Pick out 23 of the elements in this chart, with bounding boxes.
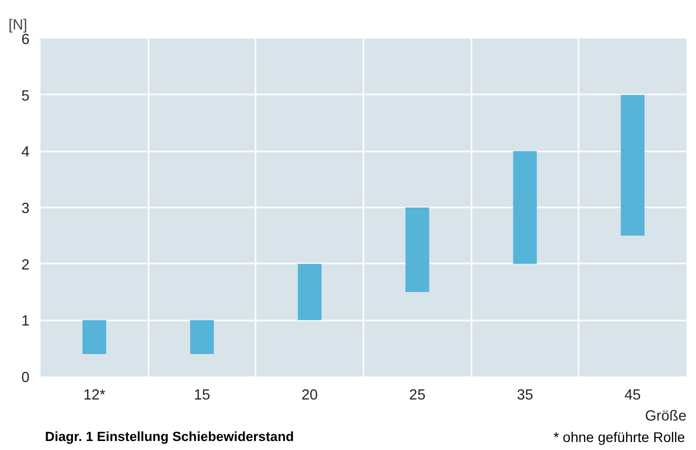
x-tick-label: 35 <box>516 388 534 404</box>
x-tick-label: 20 <box>302 388 318 404</box>
y-tick-label: 5 <box>21 88 30 104</box>
x-tick-label: 45 <box>624 388 641 404</box>
y-axis-title: [N] <box>8 18 28 34</box>
bar <box>298 264 322 320</box>
y-tick-label: 0 <box>21 370 30 386</box>
text: Diagr. 1 Einstellung Schiebewiderstand <box>45 429 294 445</box>
y-tick-label: 6 <box>21 32 30 48</box>
y-tick-label: 4 <box>21 144 30 161</box>
x-tick-label: 12* <box>83 388 106 404</box>
x-axis-title: Größe <box>644 408 687 424</box>
bar <box>620 94 645 236</box>
x-tick-label: 25 <box>409 388 426 404</box>
y-tick-label: 2 <box>21 257 30 274</box>
y-tick-label: 1 <box>21 314 30 330</box>
bar <box>190 320 214 354</box>
x-tick-label: 15 <box>194 388 210 404</box>
bar <box>513 151 537 264</box>
text: * ohne geführte Rolle <box>553 429 685 445</box>
bar <box>405 208 430 292</box>
bar <box>82 320 106 354</box>
y-tick-label: 3 <box>21 201 30 217</box>
